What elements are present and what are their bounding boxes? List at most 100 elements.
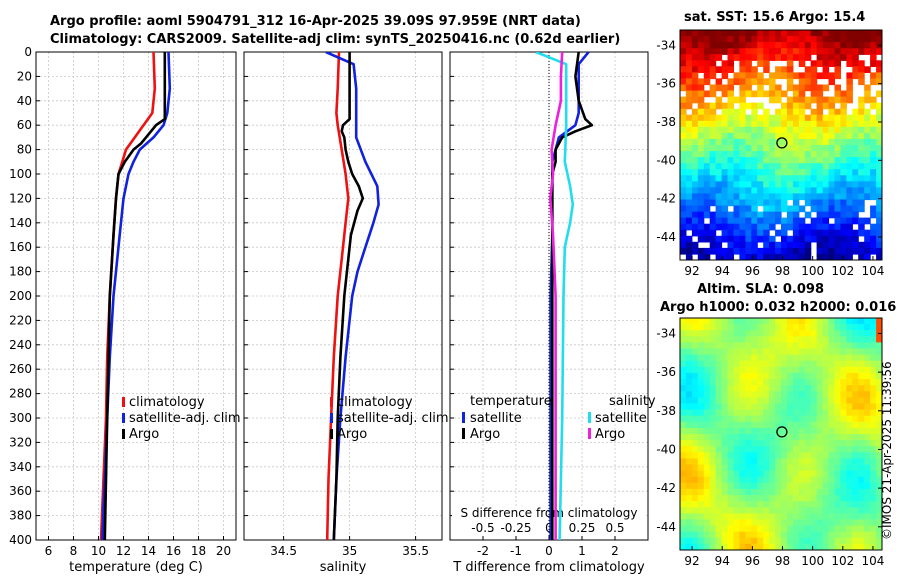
map-cell	[727, 403, 734, 411]
map-cell	[709, 217, 717, 225]
map-cell	[757, 72, 764, 80]
map-cell	[852, 324, 859, 331]
map-cell	[810, 482, 818, 490]
map-cell	[769, 482, 776, 490]
map-cell	[822, 138, 830, 146]
map-cell	[822, 507, 830, 514]
map-cell	[769, 132, 776, 140]
map-cell	[781, 108, 788, 116]
map-cell	[739, 138, 746, 146]
x-tick-label: 18	[191, 544, 206, 558]
map-cell	[775, 169, 782, 176]
map-cell	[691, 48, 699, 55]
map-cell	[810, 513, 818, 521]
map-cell	[733, 241, 740, 249]
map-cell	[781, 366, 788, 374]
map-cell	[751, 464, 758, 472]
map-cell	[870, 397, 877, 405]
map-cell	[715, 403, 723, 411]
map-cell	[763, 132, 770, 140]
map-cell	[786, 151, 794, 158]
map-cell	[852, 397, 859, 405]
map-cell	[834, 181, 841, 188]
map-cell	[680, 434, 687, 441]
map-cell	[864, 403, 871, 411]
map-cell	[804, 391, 812, 398]
map-cell	[822, 96, 830, 104]
map-cell	[870, 60, 877, 67]
map-cell	[804, 427, 812, 435]
map-cell	[715, 397, 723, 405]
map-cell	[709, 348, 717, 356]
map-cell	[727, 60, 734, 67]
map-cell	[680, 235, 687, 243]
y-tick-label: 100	[9, 167, 32, 181]
map-cell	[846, 199, 853, 207]
map-cell	[798, 60, 806, 67]
map-cell	[691, 54, 699, 61]
map-cell	[727, 90, 734, 98]
map-cell	[804, 138, 812, 146]
map-cell	[703, 440, 711, 447]
map-cell	[840, 427, 847, 435]
map-cell	[792, 525, 800, 533]
map-cell	[709, 169, 717, 176]
map-cell	[751, 537, 758, 545]
map-cell	[792, 354, 800, 362]
x-axis-label: temperature (deg C)	[69, 560, 203, 575]
map-cell	[763, 531, 770, 539]
map-cell	[804, 507, 812, 514]
map-cell	[763, 403, 770, 411]
map-cell	[727, 54, 734, 61]
map-cell	[840, 48, 847, 55]
map-cell	[745, 223, 752, 231]
legend-swatch	[122, 429, 125, 439]
map-cell	[709, 48, 717, 55]
map-cell	[769, 163, 776, 170]
map-cell	[763, 409, 770, 417]
map-cell	[858, 223, 865, 231]
map-cell	[769, 434, 776, 441]
map-cell	[840, 324, 847, 331]
lon-tick-label: 94	[715, 554, 730, 568]
map-cell	[876, 205, 882, 213]
map-cell	[792, 403, 800, 411]
map-cell	[846, 126, 853, 134]
map-cell	[834, 440, 841, 447]
map-cell	[727, 84, 734, 92]
map-cell	[781, 187, 788, 195]
map-cell	[733, 30, 740, 37]
map-cell	[709, 60, 717, 67]
map-cell	[804, 519, 812, 527]
map-cell	[781, 470, 788, 478]
map-cell	[858, 72, 865, 80]
map-cell	[828, 151, 835, 158]
map-cell	[858, 132, 865, 140]
map-cell	[739, 151, 746, 158]
map-cell	[733, 175, 740, 182]
map-cell	[810, 30, 818, 37]
map-cell	[810, 366, 818, 374]
map-cell	[870, 403, 877, 411]
map-cell	[757, 102, 764, 110]
map-cell	[834, 247, 841, 255]
map-cell	[858, 114, 865, 122]
map-cell	[870, 336, 877, 343]
map-cell	[709, 543, 717, 550]
x-tick-label: 16	[166, 544, 181, 558]
map-cell	[828, 211, 835, 219]
map-cell	[876, 452, 882, 459]
map-cell	[876, 360, 882, 368]
map-cell	[828, 157, 835, 164]
map-cell	[691, 199, 699, 207]
map-cell	[781, 169, 788, 176]
map-cell	[709, 342, 717, 350]
map-cell	[680, 169, 687, 176]
map-cell	[781, 519, 788, 527]
map-cell	[680, 132, 687, 140]
map-cell	[810, 452, 818, 459]
map-cell	[697, 391, 705, 398]
map-cell	[840, 132, 847, 140]
map-cell	[721, 409, 729, 417]
